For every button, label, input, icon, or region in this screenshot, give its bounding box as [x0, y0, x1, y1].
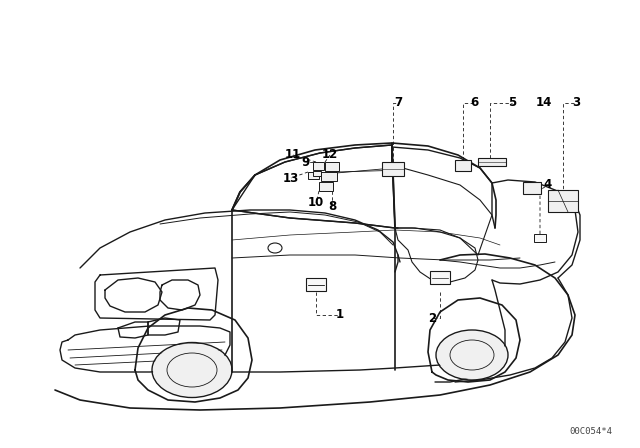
FancyBboxPatch shape: [548, 190, 578, 212]
Text: 2: 2: [428, 311, 436, 324]
Text: 7: 7: [394, 96, 402, 109]
FancyBboxPatch shape: [430, 271, 450, 284]
FancyBboxPatch shape: [534, 234, 546, 242]
FancyBboxPatch shape: [325, 162, 339, 171]
Text: 6: 6: [470, 96, 478, 109]
Text: 10: 10: [308, 197, 324, 210]
FancyBboxPatch shape: [455, 160, 471, 171]
Text: 11: 11: [285, 148, 301, 161]
Text: 8: 8: [328, 201, 336, 214]
Text: 00C054*4: 00C054*4: [569, 427, 612, 436]
Text: 4: 4: [544, 178, 552, 191]
Text: 13: 13: [283, 172, 299, 185]
FancyBboxPatch shape: [308, 172, 319, 179]
FancyBboxPatch shape: [523, 182, 541, 194]
Text: 12: 12: [322, 148, 338, 161]
FancyBboxPatch shape: [306, 279, 326, 292]
Text: 9: 9: [302, 155, 310, 168]
Text: 14: 14: [536, 96, 552, 109]
FancyBboxPatch shape: [313, 171, 321, 176]
FancyBboxPatch shape: [382, 162, 404, 176]
FancyBboxPatch shape: [478, 158, 506, 166]
Text: 5: 5: [508, 96, 516, 109]
Ellipse shape: [437, 331, 507, 379]
FancyBboxPatch shape: [313, 162, 324, 170]
Text: 1: 1: [336, 309, 344, 322]
FancyBboxPatch shape: [319, 182, 333, 191]
Text: 3: 3: [572, 96, 580, 109]
FancyBboxPatch shape: [321, 172, 337, 181]
Ellipse shape: [153, 344, 231, 396]
